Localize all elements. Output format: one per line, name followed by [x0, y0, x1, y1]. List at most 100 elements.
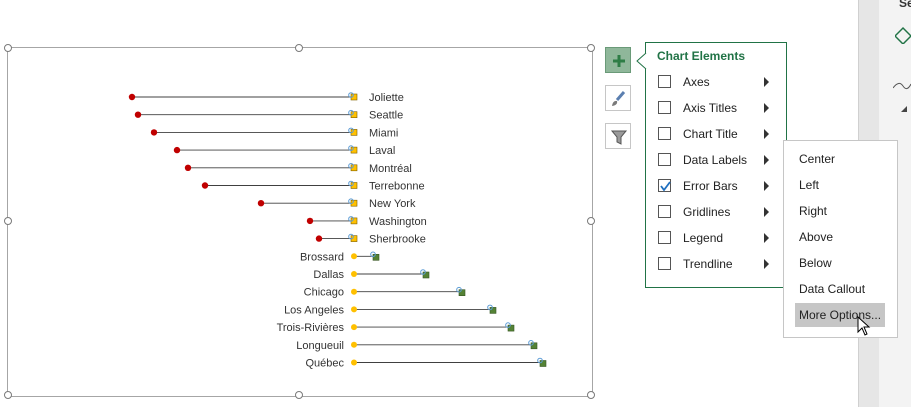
checkbox[interactable] — [658, 179, 671, 192]
panel-pointer — [636, 53, 647, 69]
panel-title: Chart Elements — [657, 49, 746, 63]
point-label: Terrebonne — [369, 181, 425, 193]
error-marker — [370, 251, 376, 258]
point-label: Joliette — [369, 92, 404, 104]
start-point — [351, 359, 357, 366]
plus-icon — [613, 55, 625, 67]
error-marker — [348, 92, 354, 98]
end-marker — [530, 342, 538, 350]
start-point — [306, 217, 314, 225]
chart-element-label: Trendline — [683, 257, 733, 271]
end-marker — [372, 254, 380, 261]
submenu-arrow-icon[interactable] — [764, 259, 769, 269]
chart-element-error-bars[interactable]: Error Bars — [646, 173, 787, 199]
fill-icon[interactable] — [895, 24, 911, 44]
effects-icon[interactable] — [893, 80, 911, 92]
submenu-arrow-icon[interactable] — [764, 103, 769, 113]
start-point — [351, 271, 357, 277]
start-point — [257, 200, 265, 207]
submenu-item-label: More Options... — [799, 308, 882, 322]
resize-handle-bottom-left[interactable] — [4, 391, 12, 399]
error-marker — [348, 127, 354, 134]
point-label: Québec — [305, 358, 344, 370]
checkbox[interactable] — [658, 101, 671, 114]
error-marker — [348, 163, 354, 169]
chart-element-data-labels[interactable]: Data Labels — [646, 147, 787, 173]
submenu-item-label: Center — [799, 152, 836, 166]
mouse-pointer-icon — [857, 316, 871, 336]
submenu-arrow-icon[interactable] — [764, 129, 769, 139]
start-point — [351, 288, 357, 295]
submenu-item-below[interactable]: Below — [784, 251, 886, 275]
checkbox[interactable] — [658, 257, 671, 270]
expand-arrow-icon[interactable] — [899, 104, 909, 114]
side-pane-title: Se — [899, 0, 911, 10]
chart-element-trendline[interactable]: Trendline — [646, 251, 787, 277]
checkbox[interactable] — [658, 75, 671, 88]
submenu-item-above[interactable]: Above — [784, 225, 886, 249]
checkbox[interactable] — [658, 127, 671, 140]
error-marker — [348, 216, 354, 222]
error-marker — [505, 322, 511, 328]
submenu-item-data-callout[interactable]: Data Callout — [784, 277, 886, 301]
point-label: Seattle — [369, 110, 403, 122]
resize-handle-bottom-center[interactable] — [295, 391, 303, 399]
chart-element-axis-titles[interactable]: Axis Titles — [646, 95, 787, 121]
error-marker — [348, 145, 354, 151]
chart-area[interactable]: Joliette Seattle Miami Laval Montréal Terrebo… — [7, 47, 593, 397]
checkbox[interactable] — [658, 153, 671, 166]
end-marker — [539, 360, 547, 367]
submenu-item-label: Data Callout — [799, 282, 866, 296]
chart-elements-button[interactable] — [605, 47, 631, 73]
chart-element-chart-title[interactable]: Chart Title — [646, 121, 787, 147]
error-marker — [348, 109, 354, 116]
chart-element-gridlines[interactable]: Gridlines — [646, 199, 787, 225]
resize-handle-bottom-right[interactable] — [587, 391, 595, 399]
chart-element-label: Error Bars — [683, 179, 738, 193]
chart-element-label: Legend — [683, 231, 724, 245]
resize-handle-top-right[interactable] — [587, 44, 595, 52]
chart-filters-button[interactable] — [605, 123, 631, 149]
start-point — [150, 129, 158, 136]
start-point — [173, 146, 181, 154]
submenu-arrow-icon[interactable] — [764, 77, 769, 87]
submenu-item-left[interactable]: Left — [784, 173, 886, 197]
resize-handle-top-center[interactable] — [295, 44, 303, 52]
chart-element-label: Chart Title — [683, 127, 738, 141]
chart-element-axes[interactable]: Axes — [646, 69, 787, 95]
data-labels-submenu: Center Left Right Above Below Data Callout Mor… — [783, 140, 898, 338]
chart-element-legend[interactable]: Legend — [646, 225, 787, 251]
submenu-item-label: Above — [799, 230, 834, 244]
chart-styles-button[interactable] — [605, 85, 631, 111]
resize-handle-top-left[interactable] — [4, 44, 12, 52]
start-point — [351, 324, 357, 331]
submenu-item-right[interactable]: Right — [784, 199, 886, 223]
chart-element-label: Gridlines — [683, 205, 731, 219]
end-marker — [458, 289, 466, 296]
chart-element-label: Data Labels — [683, 153, 748, 167]
start-point — [201, 182, 209, 189]
submenu-arrow-icon[interactable] — [764, 181, 769, 191]
resize-handle-middle-right[interactable] — [587, 217, 595, 225]
checkbox[interactable] — [658, 231, 671, 244]
error-marker — [348, 180, 354, 187]
submenu-arrow-icon[interactable] — [764, 233, 769, 243]
start-point — [315, 235, 323, 242]
error-marker — [420, 269, 426, 275]
chart-element-label: Axes — [683, 75, 710, 89]
submenu-item-center[interactable]: Center — [784, 147, 886, 171]
point-label: Brossard — [300, 251, 344, 263]
end-marker — [507, 324, 515, 332]
point-label: Miami — [369, 127, 398, 139]
resize-handle-middle-left[interactable] — [4, 217, 12, 225]
error-marker — [456, 286, 462, 293]
point-label: Los Angeles — [284, 304, 344, 316]
point-label: New York — [369, 198, 416, 210]
submenu-arrow-icon[interactable] — [764, 155, 769, 165]
error-marker — [528, 340, 534, 346]
submenu-item-more-options[interactable]: More Options... — [795, 303, 885, 327]
error-marker — [537, 357, 543, 364]
point-label: Chicago — [304, 287, 344, 299]
submenu-arrow-icon[interactable] — [764, 207, 769, 217]
checkbox[interactable] — [658, 205, 671, 218]
